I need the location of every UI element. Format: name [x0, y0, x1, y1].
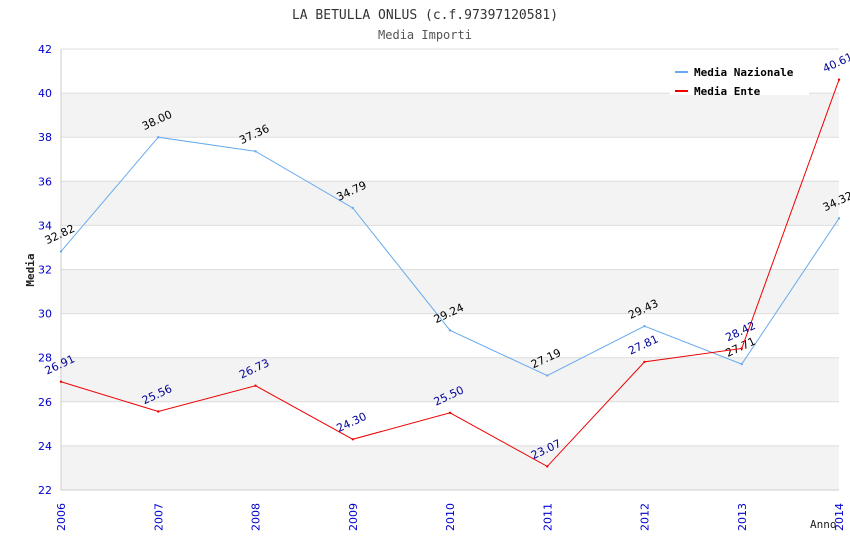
data-point [254, 384, 257, 387]
data-point [59, 380, 63, 383]
x-axis-label: Anno [810, 518, 837, 531]
data-point [351, 438, 354, 441]
y-tick-label: 36 [38, 175, 52, 188]
plot-band [61, 357, 839, 402]
legend-entry: Media Ente [694, 85, 761, 98]
x-tick-label: 2014 [833, 503, 846, 531]
data-point [157, 410, 160, 413]
y-tick-label: 28 [38, 352, 52, 365]
y-tick-label: 42 [38, 43, 52, 56]
legend: Media Nazionale Media Ente [670, 60, 809, 98]
data-point [740, 362, 743, 366]
x-tick-labels: 2006 2007 2008 2009 2010 2011 2012 2013 2014 [55, 503, 846, 531]
data-point [837, 217, 841, 220]
x-tick-label: 2012 [639, 503, 652, 531]
x-tick-label: 2007 [152, 503, 165, 531]
data-point [59, 250, 63, 253]
legend-entry: Media Nazionale [694, 66, 794, 79]
y-tick-label: 30 [38, 308, 52, 321]
data-point [448, 411, 452, 415]
data-point [157, 136, 160, 139]
axes [60, 49, 839, 491]
x-tick-label: 2011 [541, 503, 554, 531]
data-point [643, 360, 646, 364]
data-point [546, 374, 549, 377]
chart-title: LA BETULLA ONLUS (c.f.97397120581) [292, 8, 558, 23]
plot-band [61, 181, 839, 226]
y-tick-labels: 22 24 26 28 30 32 34 36 38 40 42 [38, 43, 52, 497]
x-tick-label: 2006 [55, 503, 68, 531]
x-tick-label: 2010 [444, 503, 457, 531]
x-tick-label: 2009 [347, 503, 360, 531]
data-point [546, 465, 549, 468]
y-tick-label: 24 [38, 440, 52, 453]
x-tick-label: 2008 [250, 503, 263, 531]
plot-band [61, 445, 839, 490]
plot-band [61, 269, 839, 314]
data-point [740, 347, 743, 350]
y-tick-label: 26 [38, 396, 52, 409]
y-tick-label: 40 [38, 87, 52, 100]
chart-subtitle: Media Importi [378, 28, 472, 42]
y-tick-label: 38 [38, 131, 52, 144]
data-point [837, 78, 841, 81]
data-point [448, 329, 452, 332]
y-tick-label: 34 [38, 219, 52, 232]
data-point [351, 206, 354, 210]
y-tick-label: 32 [38, 264, 52, 277]
y-axis-label: Media [24, 253, 37, 286]
plot-band [61, 93, 839, 138]
legend-box [670, 60, 809, 95]
data-point [254, 150, 257, 153]
x-tick-label: 2013 [736, 503, 749, 531]
data-point [643, 324, 646, 328]
y-tick-label: 22 [38, 484, 52, 497]
